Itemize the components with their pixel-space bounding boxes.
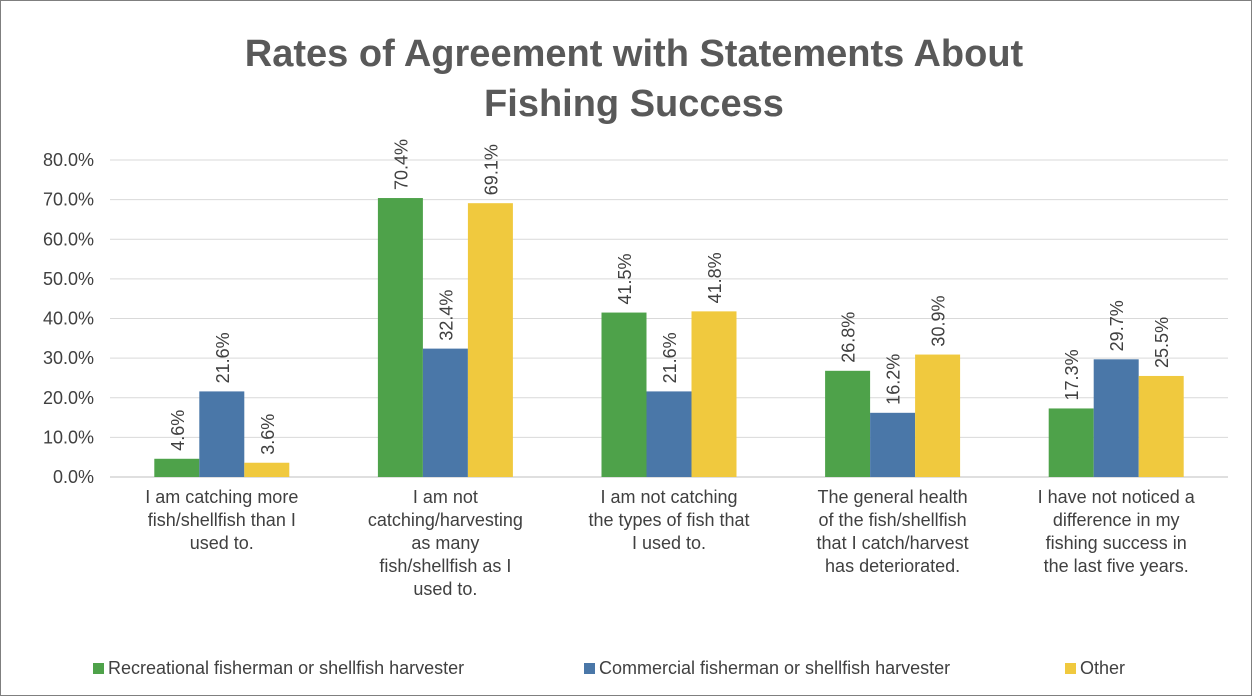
category-label: used to. [413, 579, 477, 599]
category-label: I am catching more [145, 487, 298, 507]
chart-title: Rates of Agreement with Statements About… [245, 33, 1024, 125]
bar [915, 354, 961, 477]
data-label: 3.6% [258, 414, 278, 455]
category-label: of the fish/shellfish [819, 510, 967, 530]
category-label: The general health [818, 487, 968, 507]
category-label: I have not noticed a [1038, 487, 1196, 507]
data-label: 4.6% [168, 410, 188, 451]
legend-label: Commercial fisherman or shellfish harves… [599, 658, 950, 678]
bar [154, 458, 200, 477]
category-label: fishing success in [1046, 533, 1187, 553]
bars [154, 198, 1184, 478]
data-label: 41.8% [705, 252, 725, 303]
category-label: fish/shellfish than I [148, 510, 296, 530]
bar [1093, 359, 1139, 477]
data-label: 70.4% [391, 139, 411, 190]
bar [199, 391, 245, 477]
x-axis-categories: I am catching more fish/shellfish than I u… [145, 487, 1195, 599]
bar [825, 370, 871, 477]
legend: Recreational fisherman or shellfish harv… [93, 658, 1125, 678]
data-label: 29.7% [1107, 300, 1127, 351]
legend-label: Recreational fisherman or shellfish harv… [108, 658, 464, 678]
data-label: 21.6% [213, 332, 233, 383]
data-label: 30.9% [929, 296, 949, 347]
y-tick-label: 40.0% [43, 309, 94, 329]
data-label: 17.3% [1062, 349, 1082, 400]
data-label: 32.4% [436, 290, 456, 341]
data-labels: 4.6% 21.6% 3.6% 70.4% 32.4% 69.1% 41.5% 21.6% 41… [168, 139, 1172, 455]
category-label: as many [411, 533, 479, 553]
data-label: 25.5% [1152, 317, 1172, 368]
category-label: I used to. [632, 533, 706, 553]
bar [377, 198, 423, 478]
y-tick-label: 0.0% [53, 467, 94, 487]
bar [244, 462, 290, 477]
legend-label: Other [1080, 658, 1125, 678]
data-label: 26.8% [839, 312, 859, 363]
y-tick-label: 60.0% [43, 229, 94, 249]
bar [1138, 375, 1184, 477]
y-tick-label: 70.0% [43, 190, 94, 210]
y-tick-label: 20.0% [43, 388, 94, 408]
bar [870, 412, 916, 477]
category-label: that I catch/harvest [817, 533, 969, 553]
bar [422, 348, 468, 477]
data-label: 16.2% [884, 354, 904, 405]
category-label: difference in my [1053, 510, 1180, 530]
legend-swatch [584, 663, 595, 674]
y-tick-label: 80.0% [43, 150, 94, 170]
y-tick-label: 30.0% [43, 348, 94, 368]
legend-swatch [93, 663, 104, 674]
y-tick-label: 50.0% [43, 269, 94, 289]
chart-title-line: Rates of Agreement with Statements About [245, 33, 1024, 75]
data-label: 21.6% [660, 332, 680, 383]
bar [646, 391, 692, 477]
bar [1048, 408, 1094, 477]
y-axis-ticks: 0.0% 10.0% 20.0% 30.0% 40.0% 50.0% 60.0% 70.0% 8… [43, 150, 94, 487]
category-label: the types of fish that [588, 510, 749, 530]
category-label: catching/harvesting [368, 510, 523, 530]
category-label: used to. [190, 533, 254, 553]
data-label: 69.1% [481, 144, 501, 195]
gridlines [110, 159, 1228, 478]
chart-title-line: Fishing Success [484, 83, 784, 125]
y-tick-label: 10.0% [43, 427, 94, 447]
data-label: 41.5% [615, 254, 635, 305]
category-label: the last five years. [1044, 556, 1189, 576]
bar [691, 311, 737, 477]
legend-swatch [1065, 663, 1076, 674]
category-label: has deteriorated. [825, 556, 960, 576]
bar [601, 312, 647, 477]
category-label: I am not [413, 487, 478, 507]
category-label: I am not catching [600, 487, 737, 507]
bar [467, 203, 513, 477]
category-label: fish/shellfish as I [379, 556, 511, 576]
